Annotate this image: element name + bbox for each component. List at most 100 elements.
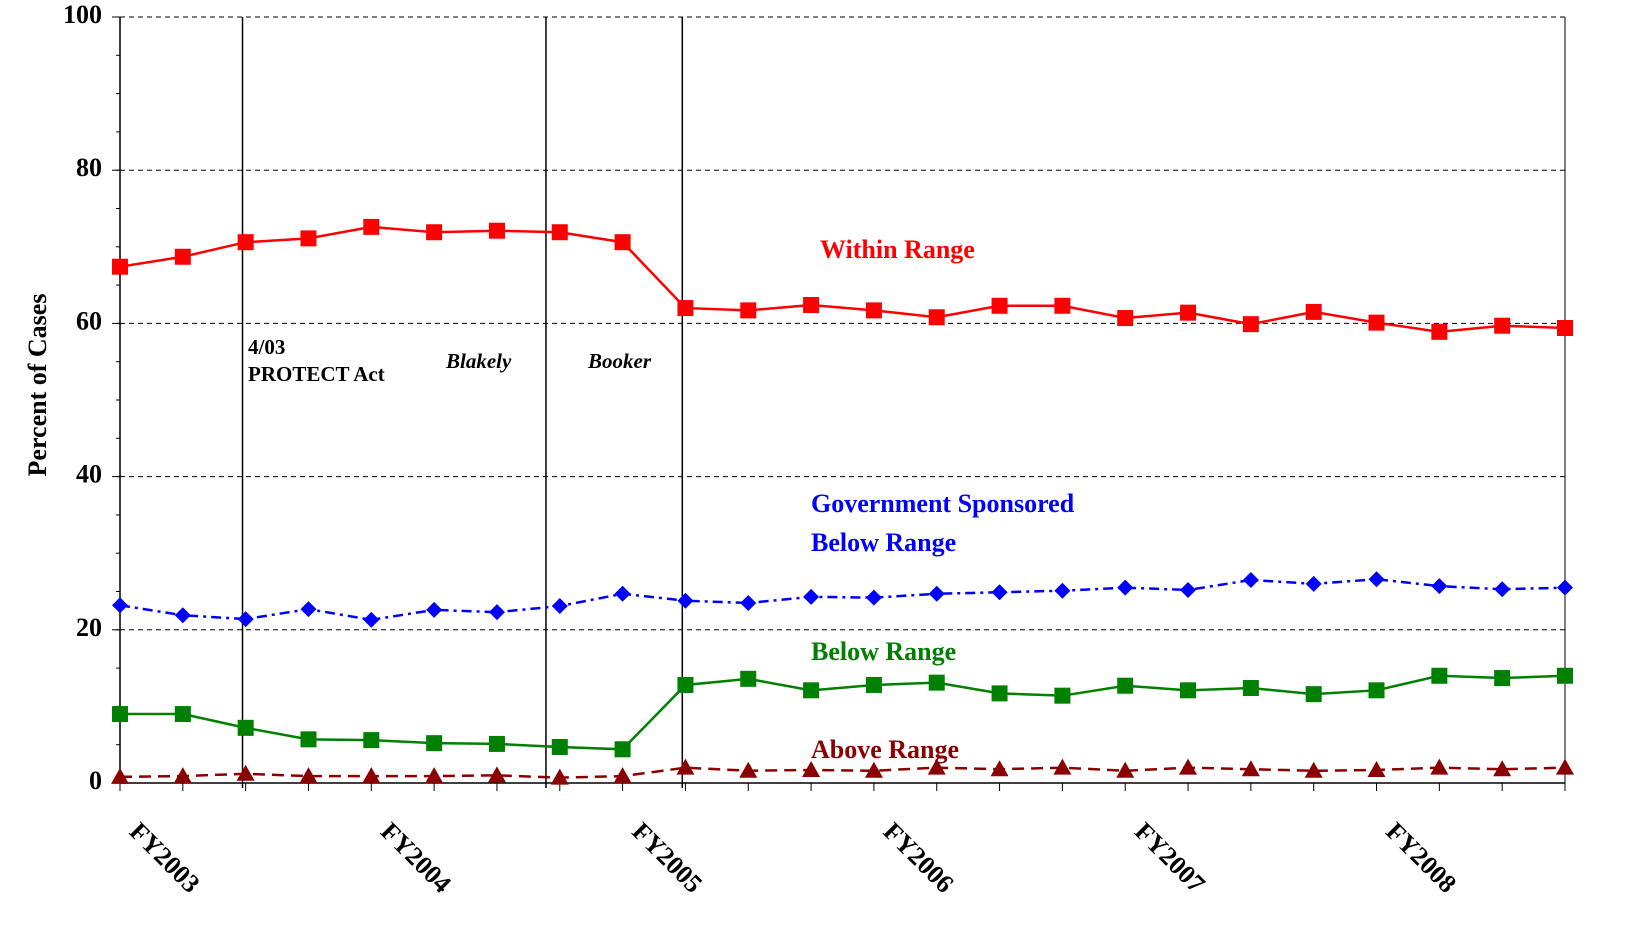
event-label-line: 4/03	[248, 335, 286, 359]
marker	[1116, 761, 1135, 778]
y-tick-label: 100	[63, 0, 102, 29]
marker	[1304, 761, 1323, 778]
marker	[300, 601, 317, 618]
series-line	[120, 674, 1566, 751]
series-line	[119, 577, 1566, 622]
series-label: Government Sponsored Below Range	[811, 489, 1075, 557]
marker	[990, 760, 1009, 777]
marker	[991, 584, 1008, 601]
marker	[1305, 575, 1322, 592]
marker	[1053, 758, 1072, 775]
marker	[236, 764, 255, 781]
marker	[1368, 682, 1385, 699]
marker	[1241, 760, 1260, 777]
marker	[1242, 680, 1259, 697]
marker	[550, 768, 569, 785]
y-tick-label: 60	[76, 306, 102, 335]
marker	[740, 670, 757, 687]
marker	[1493, 760, 1512, 777]
marker	[363, 611, 380, 628]
y-tick-label: 0	[89, 766, 102, 795]
marker	[1430, 758, 1449, 775]
series-label: Below Range	[811, 637, 957, 666]
marker	[740, 594, 757, 611]
x-tick-label: FY2007	[1129, 817, 1211, 899]
marker	[1242, 572, 1259, 589]
marker	[174, 248, 191, 265]
marker	[362, 767, 381, 784]
event-label-line: PROTECT Act	[248, 362, 385, 386]
marker	[1368, 314, 1385, 331]
marker	[426, 601, 443, 618]
y-tick-label: 80	[76, 153, 102, 182]
marker	[1494, 581, 1511, 598]
marker	[237, 611, 254, 628]
marker	[1431, 667, 1448, 684]
marker	[299, 767, 318, 784]
marker	[1180, 682, 1197, 699]
marker	[1557, 667, 1573, 684]
marker	[1180, 581, 1197, 598]
event-label: 4/03 PROTECT Act	[248, 334, 385, 388]
marker	[1305, 686, 1322, 703]
marker	[803, 682, 820, 699]
marker	[112, 258, 128, 275]
event-label-line: Booker	[588, 349, 651, 373]
marker	[112, 597, 128, 614]
marker	[1054, 582, 1071, 599]
marker	[300, 230, 317, 247]
marker	[488, 222, 505, 239]
marker	[802, 760, 821, 777]
event-label: Blakely	[446, 348, 511, 375]
event-label-line: Blakely	[446, 349, 512, 373]
marker	[991, 297, 1008, 314]
y-tick-label: 20	[76, 613, 102, 642]
marker	[677, 676, 694, 693]
series-label: Above Range	[811, 735, 960, 764]
marker	[111, 767, 129, 784]
marker	[426, 224, 443, 241]
marker	[1367, 760, 1386, 777]
marker	[1557, 579, 1573, 596]
x-tick-label: FY2008	[1380, 817, 1462, 899]
marker	[426, 735, 443, 752]
marker	[1431, 323, 1448, 340]
marker	[865, 589, 882, 606]
marker	[864, 761, 883, 778]
marker	[1494, 317, 1511, 334]
marker	[803, 297, 820, 314]
marker	[1368, 571, 1385, 588]
marker	[1494, 670, 1511, 687]
marker	[1117, 310, 1134, 327]
marker	[488, 735, 505, 752]
marker	[363, 218, 380, 235]
marker	[551, 224, 568, 241]
marker	[614, 234, 631, 251]
marker	[1556, 758, 1574, 775]
marker	[425, 767, 444, 784]
marker	[1305, 303, 1322, 320]
marker	[613, 767, 632, 784]
marker	[677, 300, 694, 317]
marker	[237, 234, 254, 251]
marker	[928, 585, 945, 602]
x-tick-label: FY2006	[878, 817, 960, 899]
marker	[1117, 677, 1134, 694]
marker	[614, 585, 631, 602]
marker	[488, 604, 505, 621]
marker	[991, 685, 1008, 702]
marker	[1179, 758, 1198, 775]
marker	[174, 706, 191, 723]
marker	[173, 767, 192, 784]
x-tick-label: FY2005	[626, 817, 708, 899]
y-axis-title: Percent of Cases	[23, 294, 52, 477]
marker	[112, 706, 128, 723]
marker	[1180, 304, 1197, 321]
marker	[551, 598, 568, 615]
marker	[1054, 687, 1071, 704]
marker	[928, 309, 945, 326]
marker	[676, 758, 695, 775]
x-tick-label: FY2003	[124, 817, 206, 899]
marker	[1117, 579, 1134, 596]
